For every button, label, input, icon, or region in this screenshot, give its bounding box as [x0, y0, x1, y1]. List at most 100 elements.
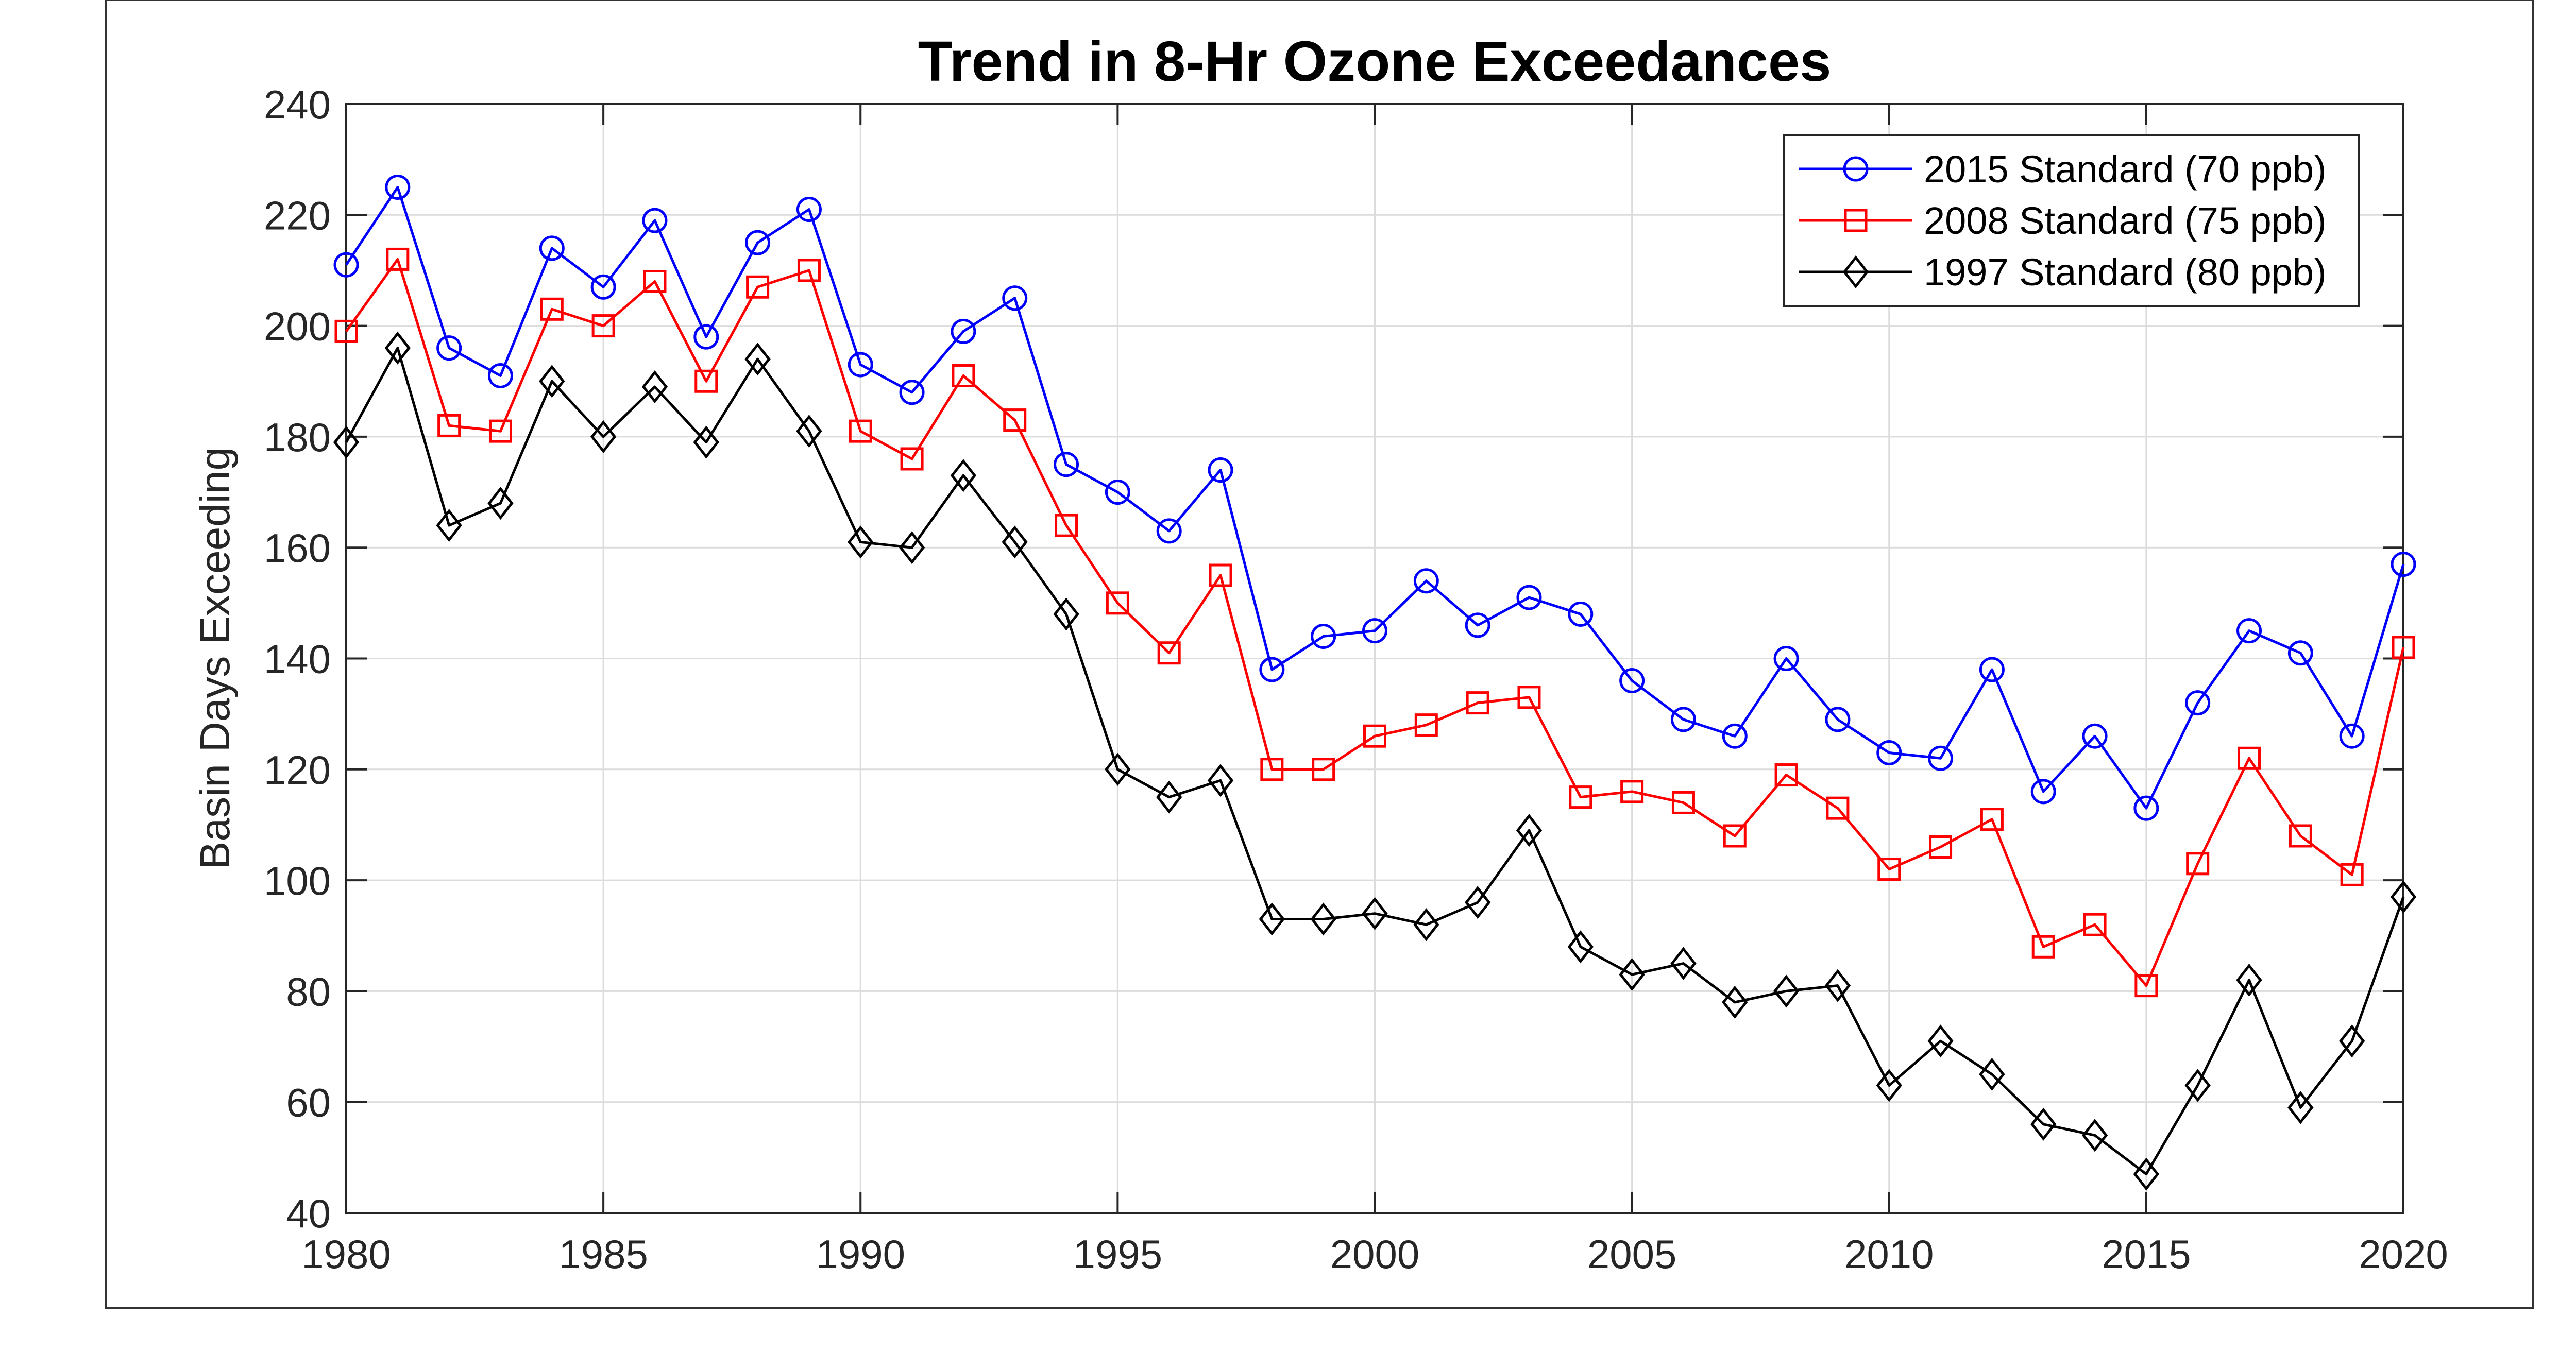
data-point-circle	[1516, 585, 1542, 610]
y-tick-label: 40	[286, 1191, 331, 1236]
data-point-circle	[1156, 518, 1182, 544]
data-point-square	[1055, 514, 1078, 537]
data-point-diamond	[2287, 1091, 2314, 1124]
data-point-diamond	[2338, 1024, 2365, 1058]
axis-ticks: 1980 1985 1990 1995 2000 2005 2010 2015 2020 40 60…	[264, 82, 2448, 1277]
data-point-circle	[1825, 707, 1851, 732]
data-point-square	[540, 297, 564, 321]
data-point-circle	[1259, 657, 1285, 682]
data-point-square	[1774, 763, 1798, 787]
data-point-circle	[2339, 723, 2365, 749]
data-point-circle	[1054, 452, 1079, 477]
x-tick-label: 2020	[2359, 1231, 2448, 1277]
data-point-diamond	[1413, 908, 1439, 942]
y-tick-label: 140	[264, 637, 331, 682]
data-point-square	[2289, 824, 2312, 848]
data-point-diamond	[1516, 814, 1543, 847]
data-point-diamond	[1105, 752, 1131, 786]
data-point-square	[1517, 686, 1541, 709]
data-point-square	[1569, 785, 1592, 809]
data-point-diamond	[1876, 1069, 1902, 1102]
data-point-diamond	[2081, 1119, 2108, 1152]
data-point-diamond	[590, 420, 617, 453]
data-point-square	[2134, 974, 2158, 998]
data-point-diamond	[1259, 902, 1285, 936]
data-point-diamond	[333, 425, 360, 459]
data-point-square	[334, 319, 358, 343]
data-point-square	[1414, 713, 1438, 737]
figure-frame	[105, 0, 2534, 1309]
data-point-diamond	[1927, 1024, 1954, 1058]
data-point-square	[1157, 641, 1181, 665]
data-point-diamond	[1773, 974, 1800, 1008]
legend-marker-circle	[1843, 156, 1869, 182]
series-diamond	[333, 331, 2417, 1191]
data-point-square	[1003, 408, 1027, 432]
data-point-circle	[539, 235, 565, 261]
data-point-square	[1363, 724, 1386, 748]
data-point-square	[488, 419, 512, 443]
data-point-square	[386, 247, 410, 271]
y-tick-label: 100	[264, 858, 331, 903]
legend-marker-diamond	[1842, 255, 1869, 289]
data-point-square	[2340, 863, 2364, 886]
data-point-diamond	[899, 531, 925, 564]
data-point-circle	[899, 380, 925, 405]
data-point-diamond	[1670, 947, 1697, 980]
legend-label: 2015 Standard (70 ppb)	[1924, 148, 2327, 191]
data-point-square	[1980, 808, 2004, 831]
data-point-diamond	[1310, 902, 1336, 936]
legend-label: 1997 Standard (80 ppb)	[1924, 251, 2327, 294]
series-line	[345, 258, 2405, 987]
x-tick-label: 1995	[1073, 1231, 1163, 1277]
data-point-circle	[1413, 568, 1439, 594]
data-point-diamond	[1722, 985, 1748, 1019]
data-point-circle	[2185, 690, 2211, 716]
data-point-circle	[1105, 480, 1130, 505]
y-tick-label: 120	[264, 747, 331, 793]
data-series	[333, 174, 2417, 1191]
data-point-diamond	[2390, 880, 2417, 914]
data-point-square	[2238, 746, 2261, 770]
data-point-circle	[1670, 707, 1696, 732]
data-point-diamond	[539, 365, 565, 398]
data-point-diamond	[1053, 597, 1079, 631]
data-point-circle	[1362, 618, 1387, 644]
data-point-circle	[2391, 551, 2416, 577]
y-tick-label: 80	[286, 969, 331, 1014]
data-point-diamond	[693, 425, 719, 459]
data-point-circle	[1773, 646, 1799, 671]
x-tick-label: 2010	[1844, 1231, 1934, 1277]
data-point-square	[2186, 852, 2210, 876]
data-point-circle	[385, 174, 411, 200]
data-point-circle	[1208, 457, 1233, 483]
series-line	[345, 347, 2405, 1176]
data-point-circle	[1465, 612, 1490, 638]
data-point-diamond	[2236, 963, 2262, 997]
data-point-circle	[848, 352, 873, 378]
y-tick-label: 220	[264, 193, 331, 238]
data-point-square	[746, 275, 770, 299]
data-point-circle	[2082, 723, 2108, 749]
data-point-diamond	[2184, 1069, 2211, 1102]
data-point-diamond	[1207, 764, 1234, 797]
data-point-square	[1209, 563, 1232, 587]
data-point-circle	[951, 318, 976, 344]
x-tick-label: 2000	[1330, 1231, 1420, 1277]
data-point-circle	[693, 324, 719, 350]
y-axis-label: Basin Days Exceeding	[192, 447, 239, 869]
x-tick-label: 1990	[816, 1231, 905, 1277]
data-point-circle	[642, 208, 668, 233]
data-point-square	[2392, 636, 2415, 659]
data-point-diamond	[1002, 525, 1028, 559]
y-tick-label: 60	[286, 1080, 331, 1125]
data-point-square	[849, 419, 872, 443]
data-point-circle	[1876, 740, 1902, 766]
data-point-circle	[2287, 640, 2313, 666]
legend-marker-square	[1844, 209, 1868, 232]
data-point-square	[1260, 758, 1284, 781]
data-point-square	[694, 369, 718, 393]
data-point-circle	[487, 363, 513, 388]
y-tick-label: 180	[264, 415, 331, 460]
